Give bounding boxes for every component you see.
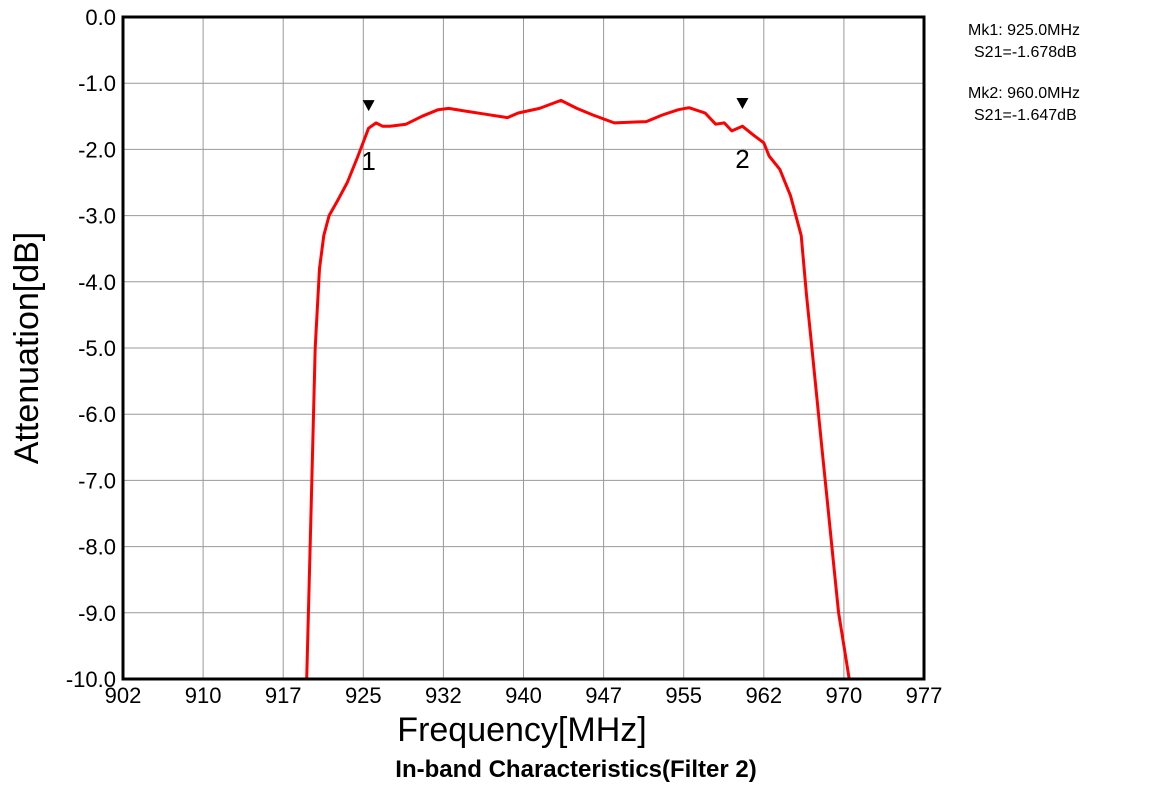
x-tick-label: 932: [425, 683, 462, 708]
x-tick-label: 962: [745, 683, 782, 708]
y-tick-label: -4.0: [78, 270, 116, 295]
y-tick-label: -10.0: [66, 667, 116, 692]
marker-readouts: Mk1: 925.0MHz S21=-1.678dB Mk2: 960.0MHz S2…: [968, 22, 1080, 124]
series-layer: [123, 98, 924, 681]
x-tick-label: 977: [906, 683, 943, 708]
y-tick-label: -5.0: [78, 336, 116, 361]
x-tick-label: 902: [105, 683, 142, 708]
y-tick-label: -3.0: [78, 204, 116, 229]
y-tick-label: -8.0: [78, 535, 116, 560]
marker-readout-value: S21=-1.678dB: [974, 44, 1077, 61]
y-tick-label: -9.0: [78, 601, 116, 626]
y-tick-labels: 0.0 -1.0 -2.0 -3.0 -4.0 -5.0 -6.0 -7.0 -8.0 -9.0 -…: [66, 5, 116, 692]
x-axis-label: Frequency[MHz]: [397, 711, 646, 749]
marker-readout-frequency: Mk2: 960.0MHz: [968, 85, 1080, 102]
y-tick-label: -6.0: [78, 402, 116, 427]
x-tick-label: 947: [585, 683, 622, 708]
plot-frame: [121, 15, 926, 681]
x-tick-label: 955: [665, 683, 702, 708]
marker-number: 1: [361, 146, 375, 176]
y-tick-label: -1.0: [78, 71, 116, 96]
x-tick-labels: 902 910 917 925 932 940 947 955 962 970 977: [105, 683, 943, 708]
x-tick-label: 917: [265, 683, 302, 708]
x-tick-label: 910: [185, 683, 222, 708]
marker-number: 2: [735, 144, 749, 174]
marker-triangle: [736, 98, 749, 110]
marker-readout-frequency: Mk1: 925.0MHz: [968, 22, 1080, 39]
y-tick-label: -7.0: [78, 468, 116, 493]
marker-triangle: [362, 100, 375, 112]
y-tick-label: 0.0: [85, 5, 116, 30]
x-tick-label: 940: [505, 683, 542, 708]
x-tick-label: 970: [826, 683, 863, 708]
y-tick-label: -2.0: [78, 137, 116, 162]
figure-caption: In-band Characteristics(Filter 2): [395, 756, 757, 783]
marker-readout-value: S21=-1.647dB: [974, 107, 1077, 124]
x-tick-label: 925: [345, 683, 382, 708]
series-line: [123, 98, 924, 681]
grid: [123, 17, 924, 679]
y-axis-label: Attenuation[dB]: [8, 232, 46, 465]
